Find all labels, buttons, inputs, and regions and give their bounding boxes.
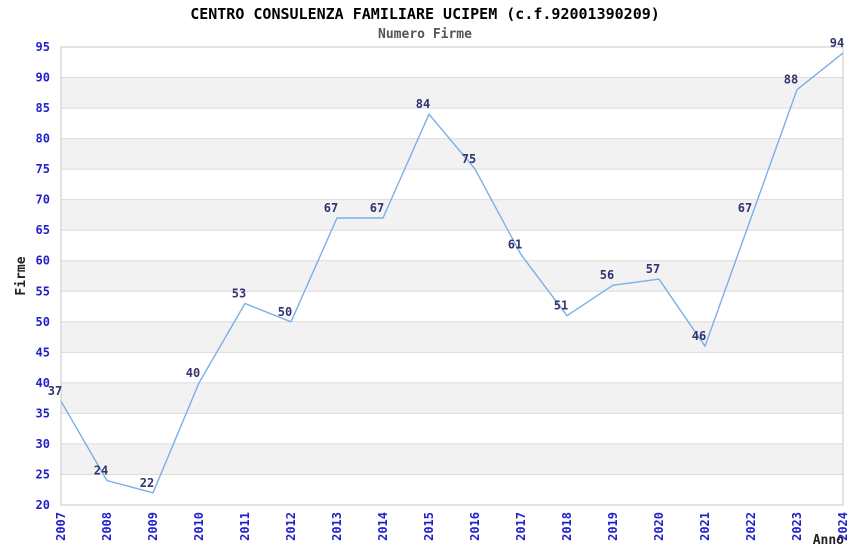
x-tick-label: 2011 — [238, 512, 252, 541]
plot-band — [61, 199, 843, 231]
point-label: 57 — [646, 262, 660, 276]
y-tick-label: 80 — [36, 132, 50, 146]
x-tick-label: 2019 — [606, 512, 620, 541]
point-label: 75 — [462, 152, 476, 166]
point-label: 67 — [324, 201, 338, 215]
plot-band — [61, 382, 843, 414]
y-tick-label: 70 — [36, 193, 50, 207]
plot-band — [61, 77, 843, 109]
x-tick-label: 2009 — [146, 512, 160, 541]
point-label: 67 — [738, 201, 752, 215]
point-label: 22 — [140, 476, 154, 490]
plot-band — [61, 260, 843, 292]
x-tick-label: 2014 — [376, 512, 390, 541]
chart-subtitle: Numero Firme — [378, 27, 472, 42]
y-tick-label: 85 — [36, 101, 50, 115]
point-label: 46 — [692, 329, 706, 343]
y-tick-label: 60 — [36, 254, 50, 268]
y-tick-label: 20 — [36, 498, 50, 512]
y-tick-label: 50 — [36, 315, 50, 329]
x-tick-label: 2017 — [514, 512, 528, 541]
x-tick-label: 2007 — [54, 512, 68, 541]
y-tick-label: 35 — [36, 406, 50, 420]
x-tick-label: 2016 — [468, 512, 482, 541]
point-label: 37 — [48, 384, 62, 398]
x-tick-label: 2013 — [330, 512, 344, 541]
y-tick-label: 75 — [36, 162, 50, 176]
point-label: 24 — [94, 464, 108, 478]
point-label: 84 — [416, 97, 430, 111]
x-tick-label: 2015 — [422, 512, 436, 541]
point-label: 67 — [370, 201, 384, 215]
point-label: 56 — [600, 268, 614, 282]
y-axis-title: Firme — [14, 256, 29, 295]
x-tick-label: 2010 — [192, 512, 206, 541]
x-tick-label: 2018 — [560, 512, 574, 541]
point-label: 50 — [278, 305, 292, 319]
y-tick-label: 25 — [36, 467, 50, 481]
data-line — [60, 52, 844, 494]
x-tick-label: 2012 — [284, 512, 298, 541]
chart-title: CENTRO CONSULENZA FAMILIARE UCIPEM (c.f.… — [190, 5, 660, 23]
y-tick-label: 30 — [36, 437, 50, 451]
plot-border — [60, 46, 844, 506]
y-tick-label: 90 — [36, 71, 50, 85]
point-label: 88 — [784, 73, 798, 87]
point-label: 51 — [554, 299, 568, 313]
point-label: 53 — [232, 286, 246, 300]
plot-band — [61, 443, 843, 475]
x-tick-label: 2021 — [698, 512, 712, 541]
y-tick-label: 95 — [36, 40, 50, 54]
x-axis-title: Anno — [813, 533, 844, 548]
plot-band — [61, 321, 843, 353]
y-tick-label: 65 — [36, 223, 50, 237]
x-tick-label: 2020 — [652, 512, 666, 541]
y-tick-label: 55 — [36, 284, 50, 298]
x-tick-label: 2024 — [836, 512, 850, 541]
point-label: 40 — [186, 366, 200, 380]
y-tick-label: 40 — [36, 376, 50, 390]
x-tick-label: 2023 — [790, 512, 804, 541]
point-label: 61 — [508, 238, 522, 252]
x-tick-label: 2022 — [744, 512, 758, 541]
plot-band — [61, 138, 843, 170]
x-tick-label: 2008 — [100, 512, 114, 541]
y-tick-label: 45 — [36, 345, 50, 359]
point-label: 94 — [830, 36, 844, 50]
